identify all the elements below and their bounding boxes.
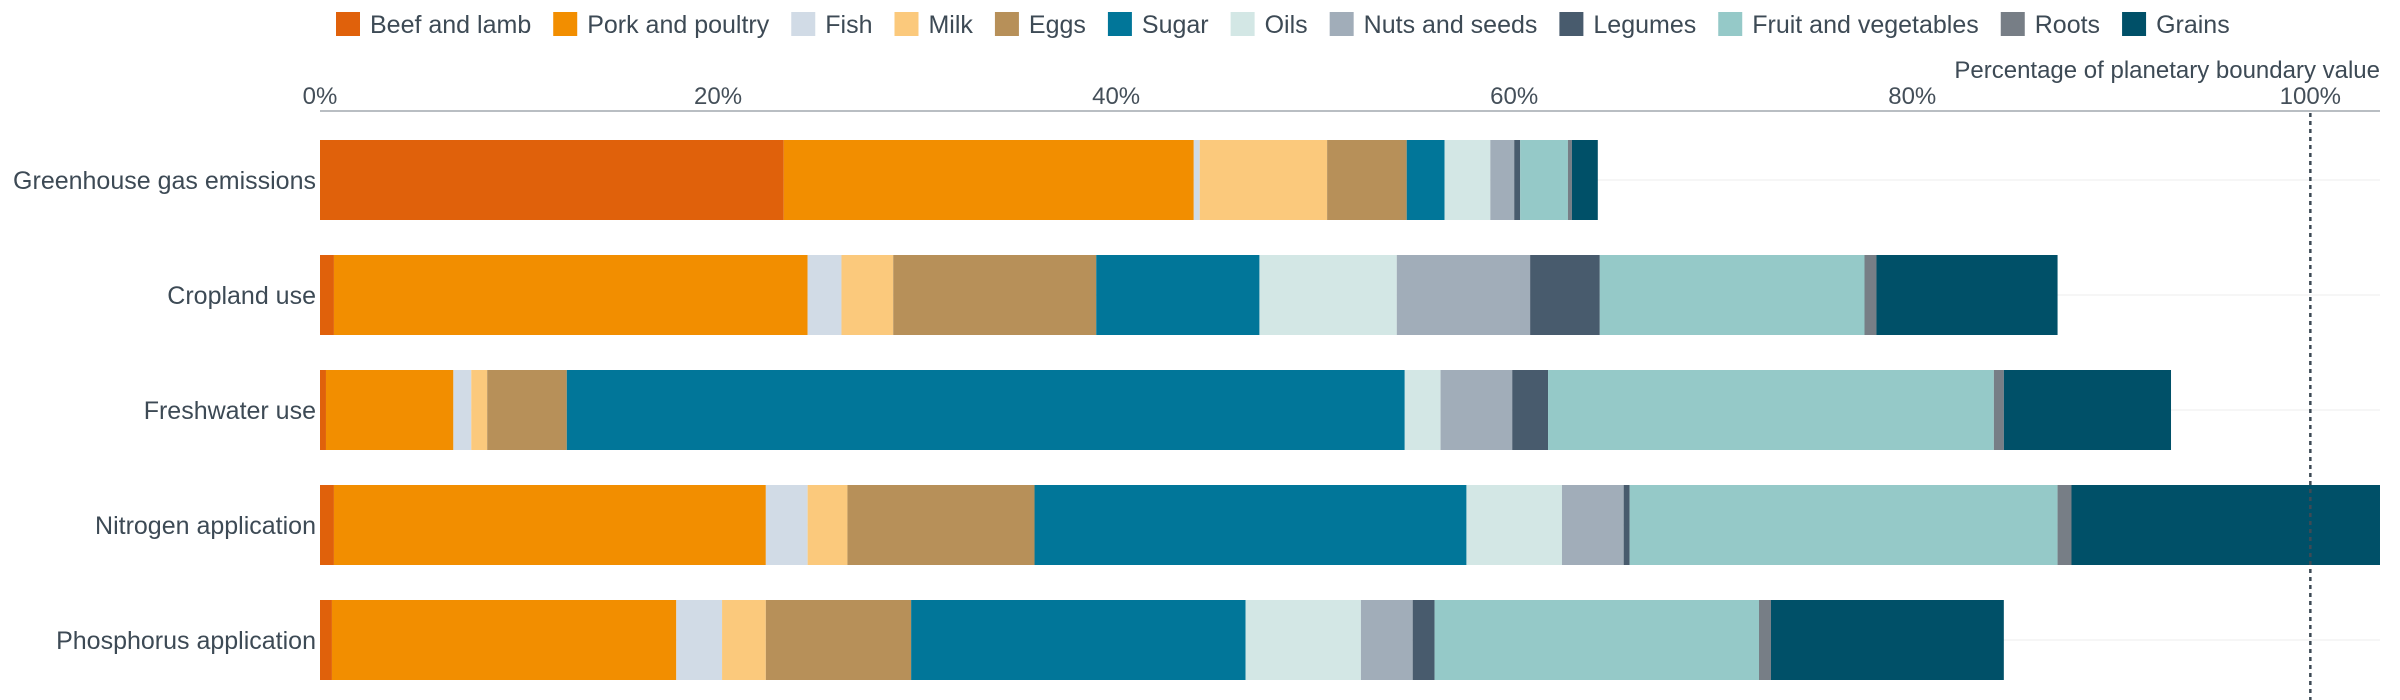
bar-cropland-use-pork-and-poultry [333, 255, 808, 335]
legend-label-oils: Oils [1265, 11, 1308, 39]
legend-label-pork-and-poultry: Pork and poultry [587, 11, 770, 39]
bar-nitrogen-application-sugar [1034, 485, 1467, 565]
legend-swatch-oils [1230, 12, 1255, 36]
bar-nitrogen-application-eggs [847, 485, 1035, 565]
legend-label-beef-and-lamb: Beef and lamb [370, 11, 531, 39]
bar-cropland-use-sugar [1096, 255, 1260, 335]
x-tick-label-0: 0% [303, 83, 338, 110]
legend-label-grains: Grains [2156, 11, 2230, 39]
bar-cropland-use-oils [1259, 255, 1397, 335]
bar-cropland-use-grains [1876, 255, 2058, 335]
legend-swatch-beef-and-lamb [336, 12, 360, 36]
bar-freshwater-use-nuts-and-seeds [1440, 370, 1513, 450]
bar-greenhouse-gas-emissions-eggs [1327, 140, 1407, 220]
legend-label-sugar: Sugar [1142, 11, 1209, 39]
bar-phosphorus-application-pork-and-poultry [331, 600, 677, 680]
bar-phosphorus-application-fruit-and-vegetables [1434, 600, 1760, 680]
legend-swatch-fish [791, 12, 816, 36]
bar-phosphorus-application-nuts-and-seeds [1360, 600, 1413, 680]
bar-cropland-use-roots [1864, 255, 1877, 335]
x-tick-label-80: 80% [1888, 83, 1936, 110]
bar-nitrogen-application-grains [2071, 485, 2380, 565]
bar-nitrogen-application-legumes [1623, 485, 1630, 565]
category-label-cropland-use: Cropland use [167, 282, 316, 310]
legend-label-nuts-and-seeds: Nuts and seeds [1364, 11, 1538, 39]
bar-freshwater-use-milk [471, 370, 488, 450]
bar-phosphorus-application-legumes [1412, 600, 1435, 680]
bar-phosphorus-application-fish [676, 600, 723, 680]
bar-phosphorus-application-beef-and-lamb [320, 600, 332, 680]
bar-phosphorus-application-oils [1245, 600, 1361, 680]
legend-label-fruit-and-vegetables: Fruit and vegetables [1752, 11, 1979, 39]
x-tick-label-40: 40% [1092, 83, 1140, 110]
bar-phosphorus-application-eggs [765, 600, 912, 680]
bar-freshwater-use-sugar [566, 370, 1405, 450]
bar-greenhouse-gas-emissions-roots [1567, 140, 1572, 220]
bar-freshwater-use-roots [1993, 370, 2004, 450]
bar-nitrogen-application-oils [1466, 485, 1562, 565]
bar-freshwater-use-beef-and-lamb [320, 370, 326, 450]
legend-label-roots: Roots [2035, 11, 2100, 39]
bar-freshwater-use-oils [1404, 370, 1441, 450]
bar-nitrogen-application-fruit-and-vegetables [1629, 485, 2058, 565]
bar-greenhouse-gas-emissions-fish [1193, 140, 1200, 220]
bar-greenhouse-gas-emissions-oils [1444, 140, 1491, 220]
bar-nitrogen-application-pork-and-poultry [333, 485, 766, 565]
legend-swatch-grains [2122, 12, 2147, 36]
bar-freshwater-use-fruit-and-vegetables [1548, 370, 1994, 450]
legend-swatch-pork-and-poultry [553, 12, 578, 36]
x-tick-label-20: 20% [694, 83, 742, 110]
legend-label-milk: Milk [928, 11, 973, 39]
category-label-freshwater-use: Freshwater use [144, 397, 316, 425]
legend-swatch-roots [2000, 12, 2025, 36]
bar-phosphorus-application-sugar [911, 600, 1246, 680]
bar-phosphorus-application-roots [1759, 600, 1771, 680]
bar-cropland-use-fruit-and-vegetables [1599, 255, 1865, 335]
bar-greenhouse-gas-emissions-nuts-and-seeds [1490, 140, 1515, 220]
bar-nitrogen-application-nuts-and-seeds [1561, 485, 1624, 565]
x-axis-title: Percentage of planetary boundary value [1954, 57, 2380, 84]
bar-cropland-use-beef-and-lamb [320, 255, 334, 335]
bar-freshwater-use-fish [453, 370, 472, 450]
bar-freshwater-use-pork-and-poultry [325, 370, 454, 450]
legend-swatch-fruit-and-vegetables [1718, 12, 1743, 36]
category-label-greenhouse-gas-emissions: Greenhouse gas emissions [13, 167, 316, 195]
bar-cropland-use-fish [807, 255, 842, 335]
legend-swatch-sugar [1107, 12, 1132, 36]
bar-greenhouse-gas-emissions-milk [1199, 140, 1328, 220]
legend-label-eggs: Eggs [1029, 11, 1086, 39]
bar-nitrogen-application-roots [2057, 485, 2072, 565]
legend-label-legumes: Legumes [1593, 11, 1696, 39]
category-label-phosphorus-application: Phosphorus application [56, 627, 316, 655]
legend-label-fish: Fish [825, 11, 872, 39]
legend-swatch-milk [894, 12, 919, 36]
bar-phosphorus-application-milk [722, 600, 766, 680]
bar-greenhouse-gas-emissions-beef-and-lamb [320, 140, 784, 220]
bar-greenhouse-gas-emissions-legumes [1514, 140, 1521, 220]
bar-cropland-use-legumes [1530, 255, 1600, 335]
legend-swatch-eggs [994, 12, 1019, 36]
bar-nitrogen-application-fish [765, 485, 808, 565]
bar-freshwater-use-eggs [487, 370, 567, 450]
bar-greenhouse-gas-emissions-grains [1571, 140, 1598, 220]
bar-cropland-use-nuts-and-seeds [1396, 255, 1531, 335]
bar-greenhouse-gas-emissions-sugar [1406, 140, 1445, 220]
bar-greenhouse-gas-emissions-pork-and-poultry [783, 140, 1194, 220]
bar-greenhouse-gas-emissions-fruit-and-vegetables [1520, 140, 1568, 220]
legend-swatch-nuts-and-seeds [1329, 12, 1354, 36]
bar-nitrogen-application-beef-and-lamb [320, 485, 334, 565]
category-label-nitrogen-application: Nitrogen application [95, 512, 316, 540]
x-tick-label-60: 60% [1490, 83, 1538, 110]
bar-phosphorus-application-grains [1770, 600, 2004, 680]
bar-freshwater-use-grains [2003, 370, 2172, 450]
bar-nitrogen-application-milk [807, 485, 848, 565]
x-tick-label-100: 100% [2280, 83, 2341, 110]
bar-cropland-use-eggs [893, 255, 1097, 335]
bar-cropland-use-milk [841, 255, 894, 335]
bar-freshwater-use-legumes [1512, 370, 1549, 450]
legend-swatch-legumes [1559, 12, 1584, 36]
